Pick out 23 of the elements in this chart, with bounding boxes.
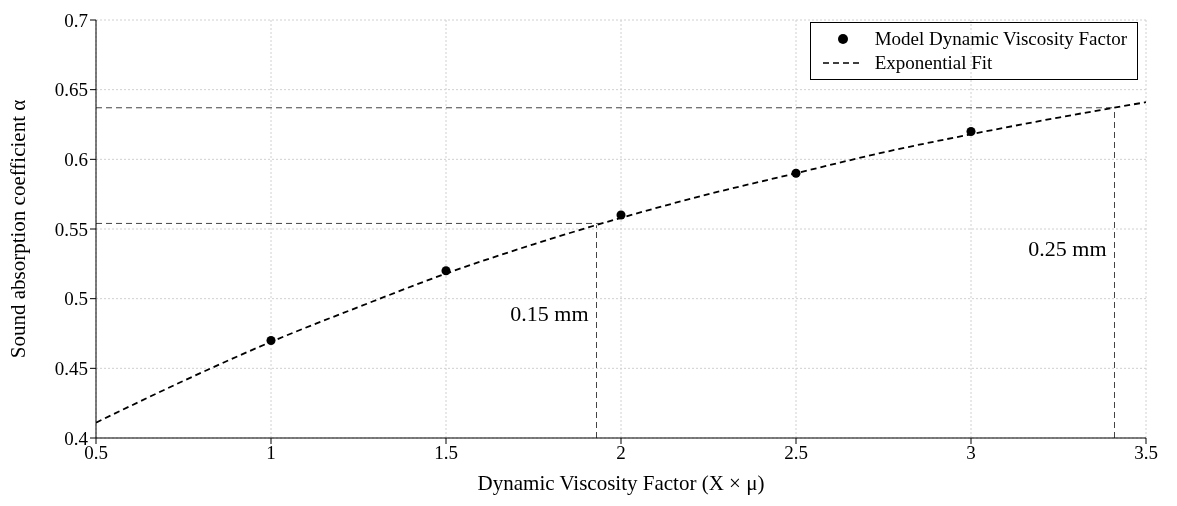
legend-label: Exponential Fit (874, 51, 993, 75)
x-tick-label: 2 (616, 442, 626, 464)
x-tick-label: 1.5 (434, 442, 458, 464)
x-tick-label: 3 (966, 442, 976, 464)
y-tick-label: 0.55 (54, 218, 88, 240)
point (791, 168, 801, 178)
point (266, 335, 276, 345)
ref-line-label: 0.25 mm (1028, 236, 1107, 262)
y-tick-label: 0.6 (64, 149, 88, 171)
x-tick-label: 2.5 (784, 442, 808, 464)
y-tick-label: 0.45 (54, 358, 88, 380)
y-tick-label: 0.65 (54, 79, 88, 101)
point (616, 210, 626, 220)
ref-line-label: 0.15 mm (510, 301, 589, 326)
y-tick-label: 0.7 (64, 9, 88, 31)
x-tick-label: 1 (266, 442, 276, 464)
legend-label: Model Dynamic Viscosity Factor (874, 27, 1127, 51)
x-tick-label: 3.5 (1134, 442, 1158, 464)
y-axis-title: Sound absorption coefficient α (6, 99, 31, 359)
x-axis-title: Dynamic Viscosity Factor (X × μ) (477, 471, 765, 495)
y-tick-label: 0.5 (64, 288, 88, 310)
point (441, 266, 451, 276)
point (966, 126, 976, 136)
